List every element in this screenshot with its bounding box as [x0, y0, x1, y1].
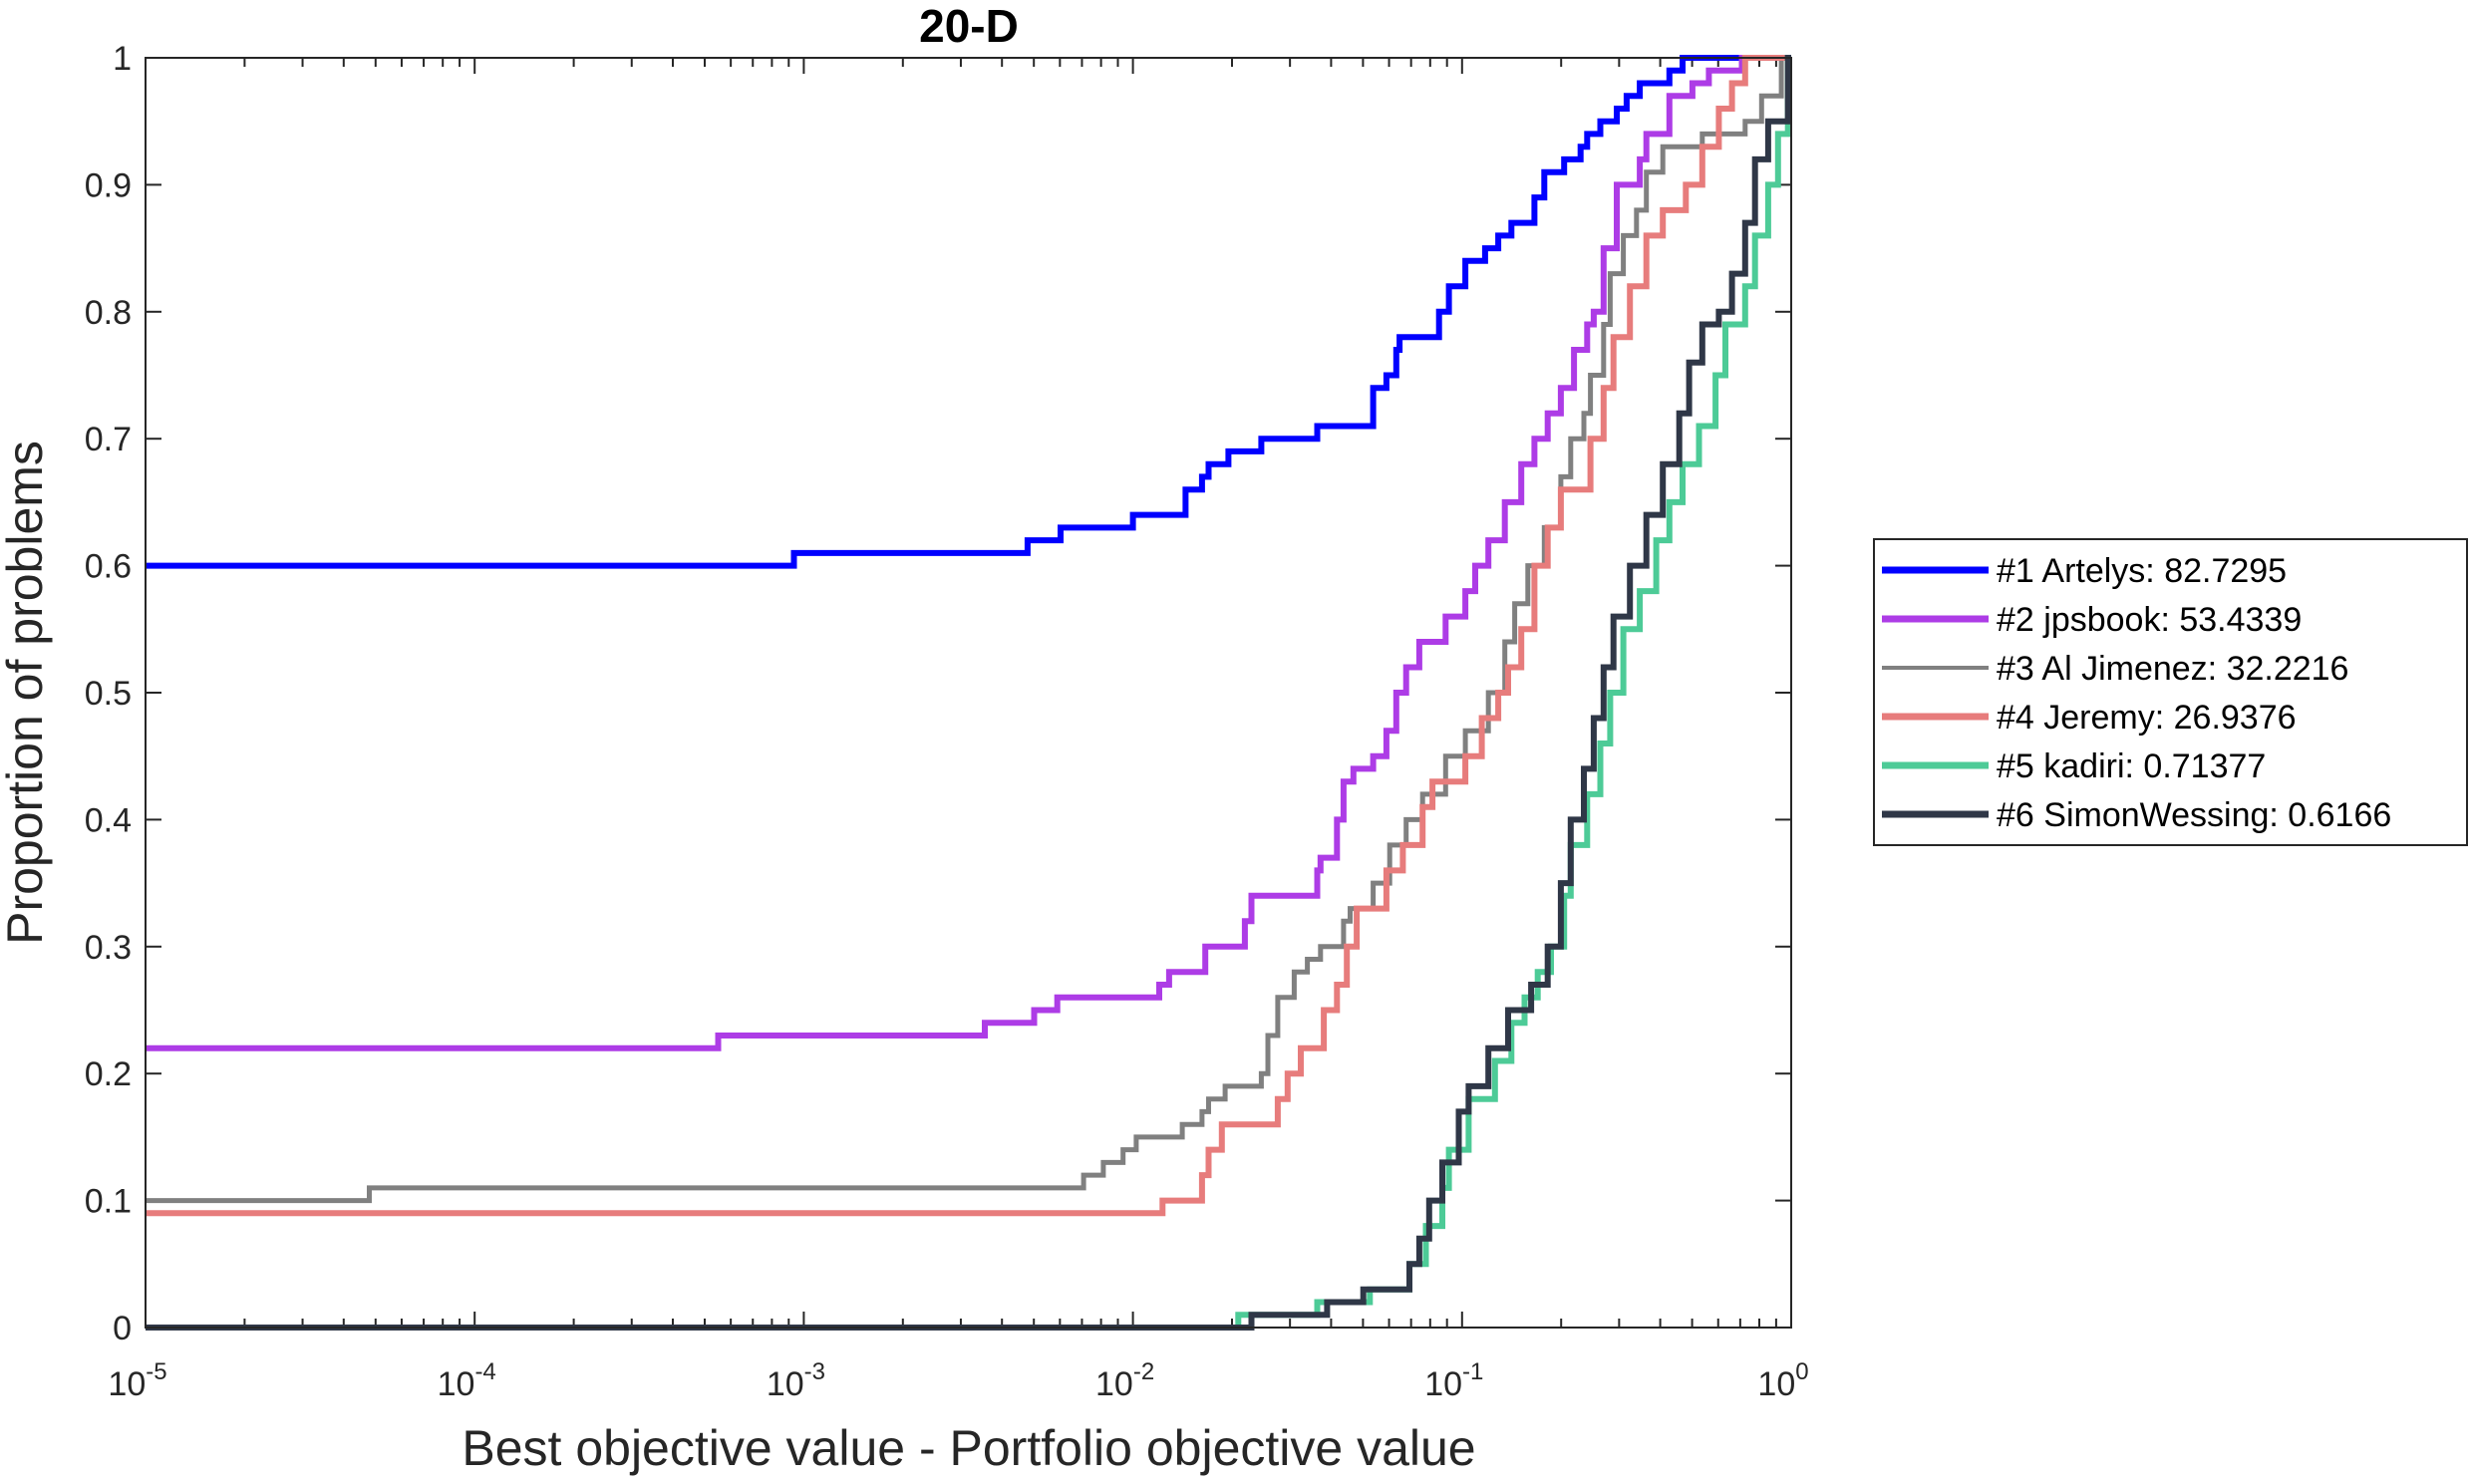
- x-tick-label: 10-4: [438, 1358, 496, 1403]
- legend-label: #1 Artelys: 82.7295: [1997, 552, 2287, 590]
- legend-label: #6 SimonWessing: 0.6166: [1997, 796, 2391, 834]
- y-axis-label: Proportion of problems: [0, 441, 53, 945]
- y-tick-label: 0: [113, 1310, 132, 1347]
- plot-frame: [145, 57, 1792, 1329]
- y-tick-label: 1: [113, 40, 132, 78]
- series-line-4: [146, 55, 1791, 1217]
- legend-item: #4 Jeremy: 26.9376: [1882, 699, 2297, 737]
- y-tick-label: 0.9: [85, 166, 132, 204]
- y-tick-label: 0.2: [85, 1055, 132, 1093]
- series-line-1: [146, 55, 1791, 569]
- x-tick-label: 100: [1757, 1358, 1808, 1403]
- legend-item: #5 kadiri: 0.71377: [1882, 747, 2266, 785]
- legend-label: #4 Jeremy: 26.9376: [1997, 699, 2297, 737]
- legend-label: #5 kadiri: 0.71377: [1997, 747, 2266, 785]
- x-axis-label: Best objective value - Portfolio objecti…: [462, 1420, 1475, 1476]
- y-tick-label: 0.5: [85, 675, 132, 713]
- y-tick-label: 0.3: [85, 929, 132, 967]
- y-tick-label: 0.6: [85, 548, 132, 586]
- y-tick-label: 0.7: [85, 421, 132, 458]
- legend-item: #6 SimonWessing: 0.6166: [1882, 796, 2391, 834]
- series-lines: [146, 55, 1791, 1331]
- y-tick-label: 0.1: [85, 1183, 132, 1221]
- y-tick-label: 0.8: [85, 294, 132, 332]
- y-tick-label: 0.4: [85, 801, 132, 839]
- x-tick-label: 10-5: [108, 1358, 166, 1403]
- legend-item: #3 Al Jimenez: 32.2216: [1882, 650, 2348, 688]
- legend-item: #2 jpsbook: 53.4339: [1882, 601, 2302, 639]
- series-line-5: [146, 55, 1791, 1331]
- x-tick-label: 10-3: [767, 1358, 825, 1403]
- x-tick-labels: 10-5 10-4 10-3 10-2 10-1 100: [108, 1358, 1808, 1403]
- legend-box: [1873, 538, 2468, 846]
- legend: #1 Artelys: 82.7295 #2 jpsbook: 53.4339 #3…: [1873, 538, 2468, 846]
- chart-title: 20-D: [919, 0, 1019, 52]
- legend-label: #2 jpsbook: 53.4339: [1997, 601, 2302, 639]
- series-line-6: [146, 55, 1791, 1331]
- x-tick-label: 10-2: [1095, 1358, 1154, 1403]
- y-tick-labels: 0 0.1 0.2 0.3 0.4 0.5 0.6 0.7 0.8 0.9 1: [85, 40, 132, 1347]
- legend-item: #1 Artelys: 82.7295: [1882, 552, 2287, 590]
- legend-label: #3 Al Jimenez: 32.2216: [1997, 650, 2348, 688]
- x-tick-label: 10-1: [1424, 1358, 1483, 1403]
- series-line-2: [146, 55, 1791, 1051]
